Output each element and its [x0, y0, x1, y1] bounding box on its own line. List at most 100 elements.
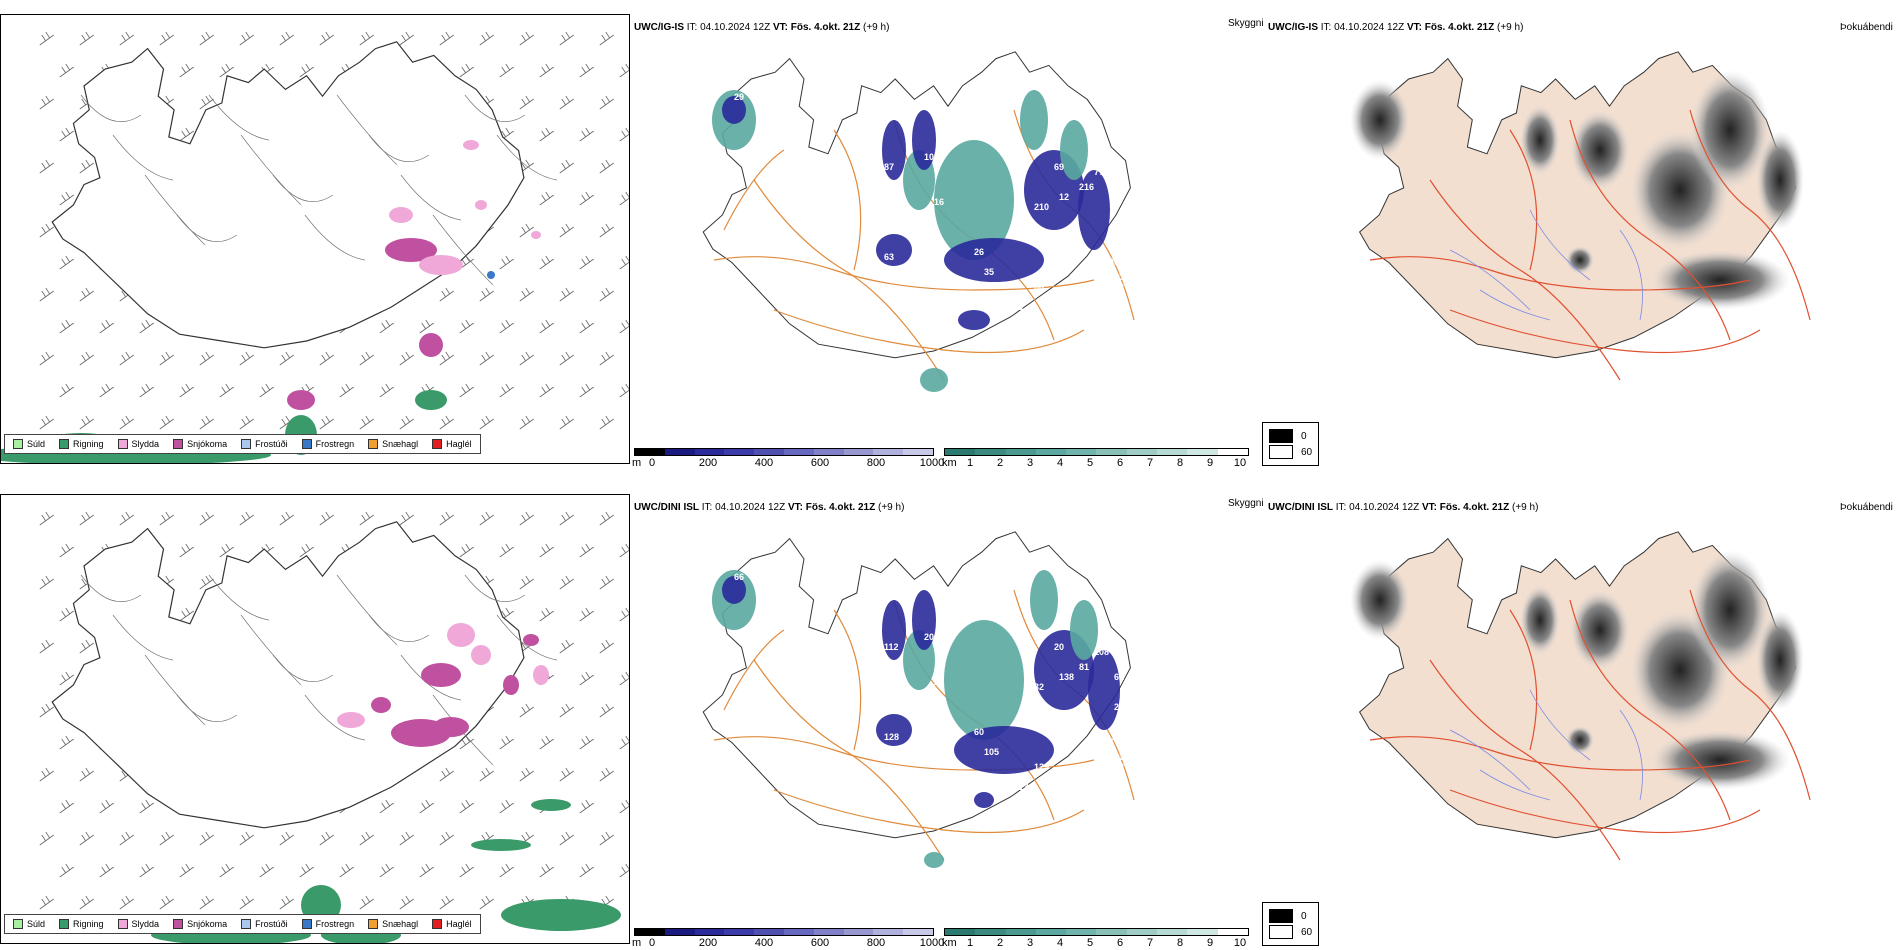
fog-area: [1350, 560, 1410, 640]
road-line: [1429, 179, 1621, 381]
road-line: [723, 149, 785, 231]
wind-barb: [539, 543, 554, 558]
wind-barb: [459, 735, 474, 750]
road-line: [368, 614, 430, 643]
scale-step: [783, 449, 814, 455]
wind-barb: [219, 383, 234, 398]
wind-barb: [79, 767, 94, 782]
road-line: [1509, 609, 1538, 751]
model-label: UWC/DINI ISL: [1268, 502, 1333, 513]
river-line: [1529, 689, 1591, 761]
road-line: [496, 134, 558, 181]
wind-barb: [59, 607, 74, 622]
road-line: [1369, 736, 1751, 771]
wind-barb: [59, 255, 74, 270]
scale-step: [945, 449, 976, 455]
scale-step: [1005, 449, 1036, 455]
visibility-area: [954, 726, 1054, 774]
legend-item: Slydda: [117, 919, 160, 929]
road-line: [713, 256, 1095, 291]
legend-swatch: [301, 439, 312, 449]
wind-barb: [59, 863, 74, 878]
legend-swatch: [241, 439, 252, 449]
legend-swatch: [1269, 445, 1293, 459]
fog-area: [1520, 585, 1560, 655]
wind-barb: [159, 351, 174, 366]
scale-unit: m: [632, 937, 642, 949]
panel-title-visibility: Skyggni: [1228, 18, 1264, 29]
road-line: [753, 659, 945, 861]
visibility-scale-km: km 1 2 3 4 5 6 7 8 9 10: [942, 448, 1249, 470]
legend-swatch: [59, 439, 70, 449]
wind-barb: [479, 287, 494, 302]
wind-barb: [179, 863, 194, 878]
road-line: [144, 174, 206, 246]
wind-barb: [499, 735, 514, 750]
panel-header: UWC/IG-IS IT: 04.10.2024 12Z VT: Fös. 4.…: [1268, 22, 1523, 33]
wind-barb: [619, 799, 629, 814]
scale-bar: [634, 928, 934, 936]
wind-barb: [579, 607, 594, 622]
wind-barb: [159, 31, 174, 46]
wind-barb: [459, 383, 474, 398]
legend-label: Slydda: [131, 919, 160, 929]
wind-barb: [559, 159, 574, 174]
precip-area: [531, 231, 541, 239]
wind-barb: [79, 287, 94, 302]
wind-barb: [99, 383, 114, 398]
wind-barb: [79, 415, 94, 430]
wind-barb: [579, 543, 594, 558]
wind-barb: [579, 255, 594, 270]
wind-barb: [579, 383, 594, 398]
wind-barb: [519, 767, 534, 782]
wind-barb: [539, 191, 554, 206]
wind-barb: [59, 543, 74, 558]
scale-unit: m: [632, 457, 642, 469]
wind-barb: [379, 319, 394, 334]
visibility-value-label: 26: [974, 247, 984, 257]
legend-swatch: [1269, 909, 1293, 923]
scale-tick: 8: [1176, 457, 1184, 469]
legend-label: Snæhagl: [382, 919, 419, 929]
visibility-area: [944, 620, 1024, 740]
wind-barb: [599, 351, 614, 366]
precip-area: [533, 665, 549, 685]
scale-step: [873, 449, 904, 455]
scale-step: [635, 929, 665, 935]
wind-barb: [59, 63, 74, 78]
visibility-area: [722, 96, 746, 124]
valid-time-value: Fös. 4.okt. 21Z: [1424, 22, 1495, 33]
wind-barb: [319, 511, 334, 526]
visibility-area: [882, 120, 906, 180]
wind-barb: [399, 351, 414, 366]
road-line: [1569, 599, 1731, 821]
wind-barb: [599, 575, 614, 590]
wind-barb: [159, 415, 174, 430]
scale-step: [1187, 449, 1218, 455]
scale-step: [1066, 449, 1097, 455]
scale-tick: 200: [698, 937, 718, 949]
wind-barb: [579, 799, 594, 814]
wind-barb: [519, 95, 534, 110]
valid-time-value: Fös. 4.okt. 21Z: [790, 22, 861, 33]
wind-barb: [279, 351, 294, 366]
wind-barb: [439, 287, 454, 302]
precip-area: [385, 238, 437, 262]
legend-label: Rigning: [73, 439, 104, 449]
road-line: [1569, 119, 1731, 341]
legend-swatch: [301, 919, 312, 929]
init-time-value: 04.10.2024 12Z: [1334, 22, 1405, 33]
road-line: [176, 214, 238, 243]
visibility-value-label: 106: [1104, 257, 1119, 267]
visibility-value-label: 64: [1124, 727, 1134, 737]
fog-area: [1566, 246, 1594, 274]
precip-area: [471, 645, 491, 665]
visibility-scale-meters: m 0 200 400 600 800 1000: [632, 928, 944, 950]
wind-barb: [519, 511, 534, 526]
visibility-area: [876, 234, 912, 266]
wind-barb: [559, 223, 574, 238]
wind-barb: [619, 319, 629, 334]
wind-barb: [599, 223, 614, 238]
wind-barb: [319, 351, 334, 366]
road-line: [336, 94, 398, 166]
